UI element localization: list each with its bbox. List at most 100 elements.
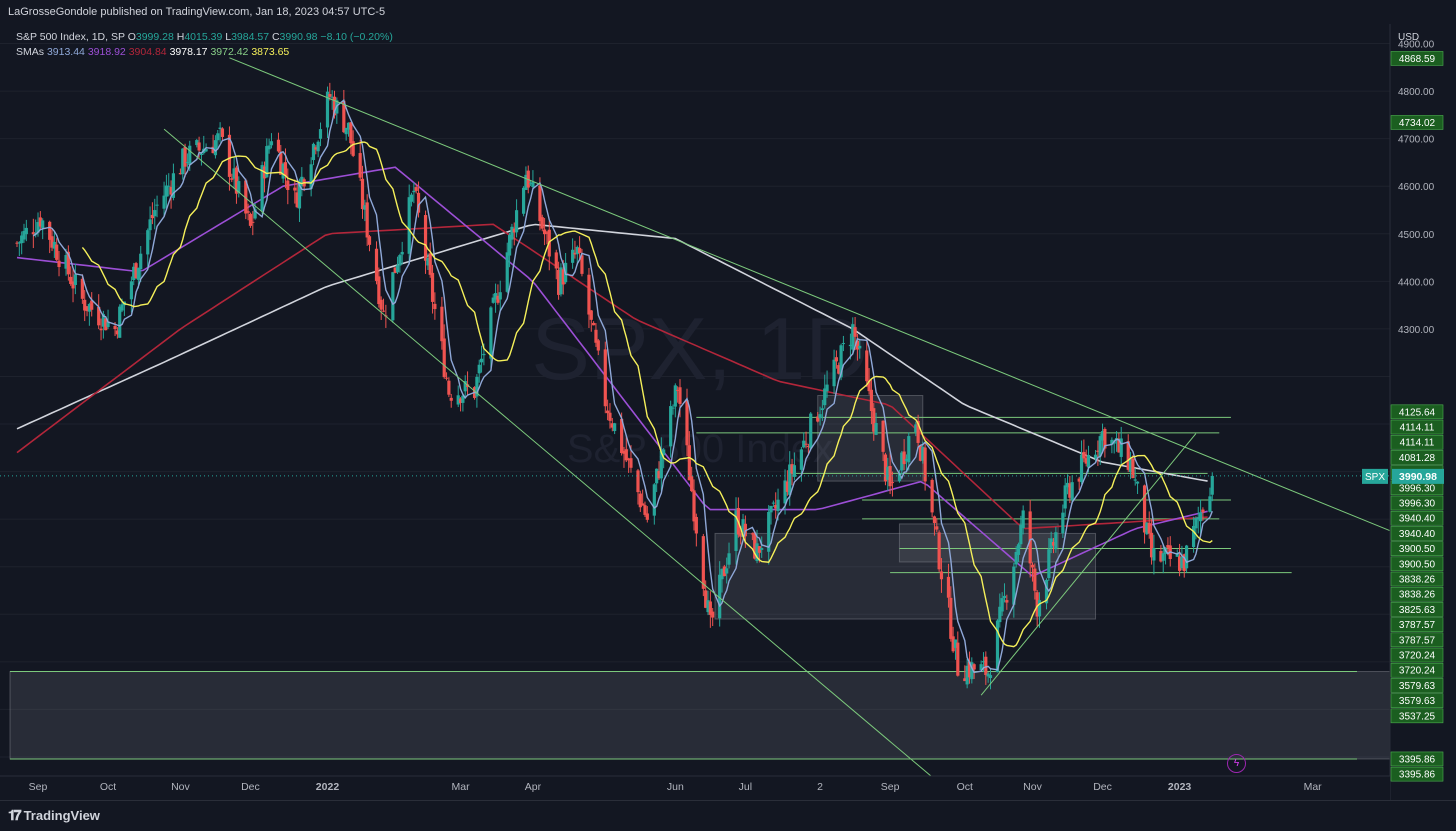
candle-body[interactable] [178,172,183,175]
candle-body[interactable] [31,232,35,235]
candle-body[interactable] [531,181,535,188]
candle-body[interactable] [1079,454,1084,483]
candle-body[interactable] [788,464,792,495]
candle-body[interactable] [73,274,77,285]
candle-body[interactable] [395,265,400,273]
candle-body[interactable] [227,134,232,177]
candle-body[interactable] [358,153,362,178]
price-level-tag[interactable] [1390,602,1444,617]
candle-body[interactable] [953,639,958,648]
candle-body[interactable] [477,364,481,374]
candle-body[interactable] [97,306,101,326]
candle-body[interactable] [755,543,759,562]
candle-body[interactable] [444,377,449,379]
candle-body[interactable] [106,321,110,328]
candle-body[interactable] [148,219,152,231]
price-level-tag[interactable] [1390,434,1444,450]
candle-body[interactable] [886,466,890,480]
candle-body[interactable] [132,266,136,280]
candle-body[interactable] [36,222,40,233]
candle-body[interactable] [1028,511,1032,564]
candle-body[interactable] [458,398,463,403]
candle-body[interactable] [328,94,332,97]
candle-body[interactable] [440,306,444,342]
candle-body[interactable] [120,304,124,311]
candle-body[interactable] [706,600,710,613]
candle-body[interactable] [970,662,974,680]
candle-body[interactable] [610,423,614,428]
candle-body[interactable] [594,329,598,343]
candle-body[interactable] [1086,454,1091,468]
trendline[interactable] [163,128,965,800]
candle-body[interactable] [774,504,778,509]
candle-body[interactable] [377,276,381,305]
candle-body[interactable] [498,292,502,300]
candle-body[interactable] [365,202,369,238]
candle-body[interactable] [662,449,666,456]
candle-body[interactable] [482,353,486,356]
candle-body[interactable] [1175,553,1179,557]
candle-body[interactable] [367,236,372,245]
candle-body[interactable] [379,299,383,310]
candle-body[interactable] [874,422,878,435]
candle-body[interactable] [234,167,239,194]
candle-body[interactable] [818,414,822,419]
candle-body[interactable] [1149,532,1154,558]
price-level-tag[interactable] [1390,556,1444,572]
candle-body[interactable] [442,338,446,378]
candle-body[interactable] [820,408,825,411]
candle-body[interactable] [542,229,547,235]
price-level-tag[interactable] [1390,571,1444,587]
candle-body[interactable] [1035,592,1039,617]
candle-body[interactable] [1061,512,1065,534]
candle-body[interactable] [907,436,911,463]
candle-body[interactable] [381,310,386,312]
candle-body[interactable] [694,516,698,534]
candle-body[interactable] [407,197,411,254]
symbol-name[interactable]: S&P 500 Index, 1D, SP [16,31,125,43]
candle-body[interactable] [837,365,841,374]
candle-body[interactable] [281,163,285,179]
candle-body[interactable] [139,253,143,270]
candle-body[interactable] [545,232,549,234]
price-level-tag[interactable] [1390,662,1444,678]
candle-body[interactable] [104,318,108,331]
candle-body[interactable] [986,673,990,677]
candle-body[interactable] [743,523,747,537]
candle-body[interactable] [935,526,939,530]
candle-body[interactable] [995,620,1000,673]
candle-body[interactable] [1177,556,1182,571]
candle-body[interactable] [902,451,906,465]
price-level-tag[interactable] [1390,751,1444,767]
candle-body[interactable] [248,213,253,226]
candle-body[interactable] [216,133,220,141]
price-level-tag[interactable] [1390,541,1444,556]
candle-body[interactable] [575,246,579,255]
candle-body[interactable] [1063,485,1067,509]
candle-body[interactable] [785,481,789,492]
candle-body[interactable] [1103,428,1107,449]
candle-body[interactable] [848,344,853,347]
candle-body[interactable] [400,251,404,255]
candle-body[interactable] [167,185,171,187]
candle-body[interactable] [360,178,365,209]
candle-body[interactable] [1047,549,1051,579]
candle-body[interactable] [171,173,176,198]
candle-body[interactable] [433,303,437,310]
sma-line[interactable] [16,223,1208,482]
candle-body[interactable] [99,328,103,331]
candle-body[interactable] [344,127,348,135]
candle-body[interactable] [479,358,484,363]
candle-body[interactable] [939,571,944,580]
price-level-tag[interactable] [1390,495,1444,511]
candle-body[interactable] [757,546,761,553]
candle-body[interactable] [118,306,122,338]
candle-body[interactable] [802,440,806,448]
candle-body[interactable] [608,412,612,421]
candle-body[interactable] [69,276,73,284]
candle-body[interactable] [671,407,675,409]
candle-body[interactable] [50,236,54,248]
candle-body[interactable] [374,248,379,281]
candle-body[interactable] [949,597,953,639]
candle-body[interactable] [197,142,201,151]
